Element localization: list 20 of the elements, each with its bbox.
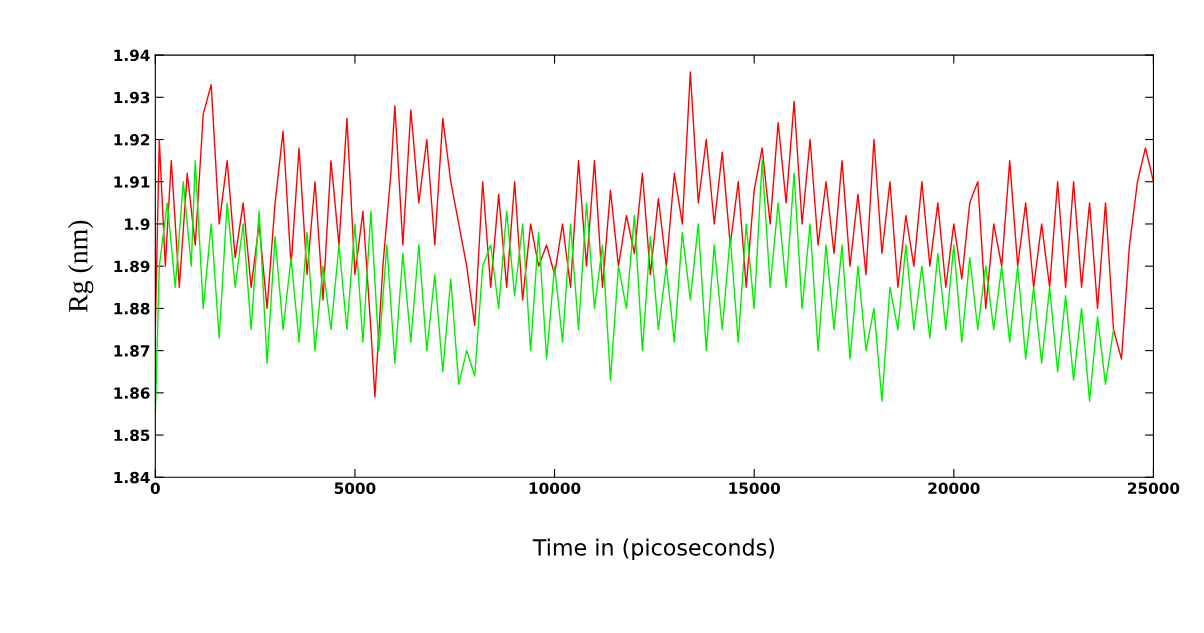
x-tick-label: 25000 [1128,482,1180,494]
y-tick-label: 1.88 [114,302,150,315]
y-tick-label: 1.93 [114,91,150,104]
x-tick-label: 0 [150,482,160,494]
y-tick-label: 1.9 [125,218,150,230]
y-tick-label: 1.91 [114,176,150,188]
y-tick-label: 1.89 [114,260,150,273]
y-axis-title: Rg (nm) [68,220,94,313]
y-tick-label: 1.85 [114,429,150,442]
x-tick-label: 20000 [928,482,980,494]
y-tick-label: 1.87 [114,345,150,357]
x-axis-title: Time in (picoseconds) [532,538,774,561]
y-tick-label: 1.92 [114,133,150,146]
y-tick-label: 1.94 [114,49,150,62]
y-tick-label: 1.86 [114,387,150,399]
x-tick-label: 15000 [729,482,781,494]
y-tick-label: 1.84 [114,471,150,484]
x-tick-label: 5000 [334,482,376,494]
line-series [155,71,1154,398]
x-tick-label: 10000 [529,482,581,494]
